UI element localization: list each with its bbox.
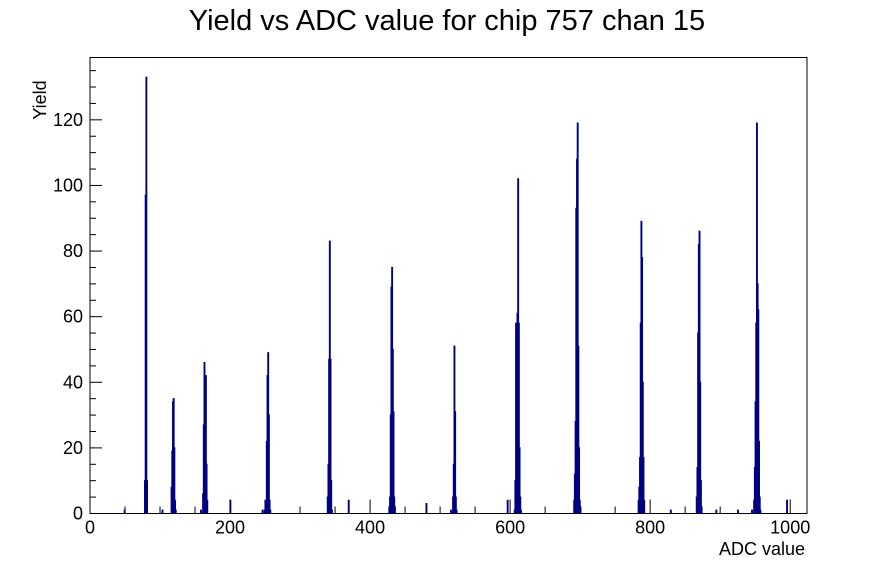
histogram-bar bbox=[261, 509, 264, 514]
histogram-bar bbox=[759, 509, 762, 514]
histogram-bar bbox=[454, 496, 457, 514]
y-tick-label: 60 bbox=[63, 307, 83, 327]
x-tick-label: 600 bbox=[495, 518, 525, 538]
x-tick-label: 800 bbox=[635, 518, 665, 538]
histogram-bar bbox=[698, 230, 701, 514]
histogram-bar bbox=[206, 499, 209, 514]
histogram-bar bbox=[392, 411, 395, 514]
histogram-bar bbox=[123, 509, 126, 514]
histogram-bar bbox=[330, 509, 333, 514]
histogram-bar bbox=[200, 509, 202, 514]
histogram-bar bbox=[517, 322, 520, 514]
y-tick-label: 40 bbox=[63, 372, 83, 392]
histogram-bar bbox=[699, 480, 702, 514]
histogram-bar bbox=[643, 499, 646, 514]
histogram-bar bbox=[268, 499, 271, 514]
y-tick-label: 80 bbox=[63, 241, 83, 261]
histogram-bar bbox=[506, 499, 509, 514]
histogram-bar bbox=[519, 496, 522, 514]
histogram-bar bbox=[269, 509, 272, 514]
x-axis-label: ADC value bbox=[719, 539, 805, 559]
histogram-bar bbox=[757, 309, 760, 514]
plot-frame bbox=[89, 57, 808, 514]
histogram-bar bbox=[577, 345, 580, 514]
histogram-bar bbox=[758, 440, 760, 514]
histogram-bar bbox=[578, 447, 581, 514]
histogram-bar bbox=[267, 414, 270, 514]
y-axis-label: Yield bbox=[30, 80, 50, 119]
x-axis: 0 200 400 600 800 1000 bbox=[85, 499, 810, 538]
histogram-bar bbox=[173, 447, 176, 514]
histogram-bar bbox=[204, 375, 207, 514]
histogram-bar bbox=[455, 509, 458, 514]
histogram-bar bbox=[393, 506, 396, 514]
y-tick-label: 20 bbox=[63, 438, 83, 458]
histogram-bar bbox=[205, 463, 208, 514]
histogram-bar bbox=[699, 381, 702, 514]
histogram-bar bbox=[576, 122, 579, 514]
histogram-bar bbox=[174, 499, 177, 514]
y-axis: 0 20 40 60 80 100 120 bbox=[53, 70, 102, 524]
histogram-bar bbox=[329, 358, 332, 514]
histogram-bar bbox=[751, 509, 753, 514]
histogram-bar bbox=[145, 76, 148, 514]
histogram-bar bbox=[642, 457, 645, 514]
histogram-bar bbox=[229, 499, 232, 514]
histogram-bar bbox=[393, 496, 396, 514]
x-tick-label: 400 bbox=[355, 518, 385, 538]
x-tick-label: 200 bbox=[215, 518, 245, 538]
x-tick-label: 0 bbox=[85, 518, 95, 538]
histogram-bar bbox=[161, 509, 164, 514]
histogram-bar bbox=[330, 480, 333, 514]
histogram-bar bbox=[758, 496, 761, 514]
y-tick-label: 100 bbox=[53, 175, 83, 195]
chart-title: Yield vs ADC value for chip 757 chan 15 bbox=[189, 5, 705, 37]
histogram-bar bbox=[347, 499, 350, 514]
histogram-bar bbox=[454, 411, 457, 514]
histogram-bar bbox=[715, 509, 718, 514]
histogram-series bbox=[123, 76, 788, 514]
y-tick-label: 120 bbox=[53, 110, 83, 130]
histogram-bar bbox=[579, 506, 582, 514]
histogram-bar bbox=[641, 381, 644, 514]
histogram-bar bbox=[425, 503, 428, 514]
histogram-bar bbox=[700, 506, 703, 514]
histogram-bar bbox=[737, 509, 739, 514]
x-tick-label: 1000 bbox=[770, 518, 810, 538]
histogram-bar bbox=[174, 509, 177, 514]
histogram-bar bbox=[146, 480, 149, 514]
y-tick-label: 0 bbox=[73, 504, 83, 524]
histogram-bar bbox=[518, 447, 521, 514]
histogram-bar bbox=[669, 509, 672, 514]
histogram-bar bbox=[450, 509, 452, 514]
histogram-bar bbox=[520, 509, 522, 514]
histogram-bar bbox=[786, 499, 788, 514]
